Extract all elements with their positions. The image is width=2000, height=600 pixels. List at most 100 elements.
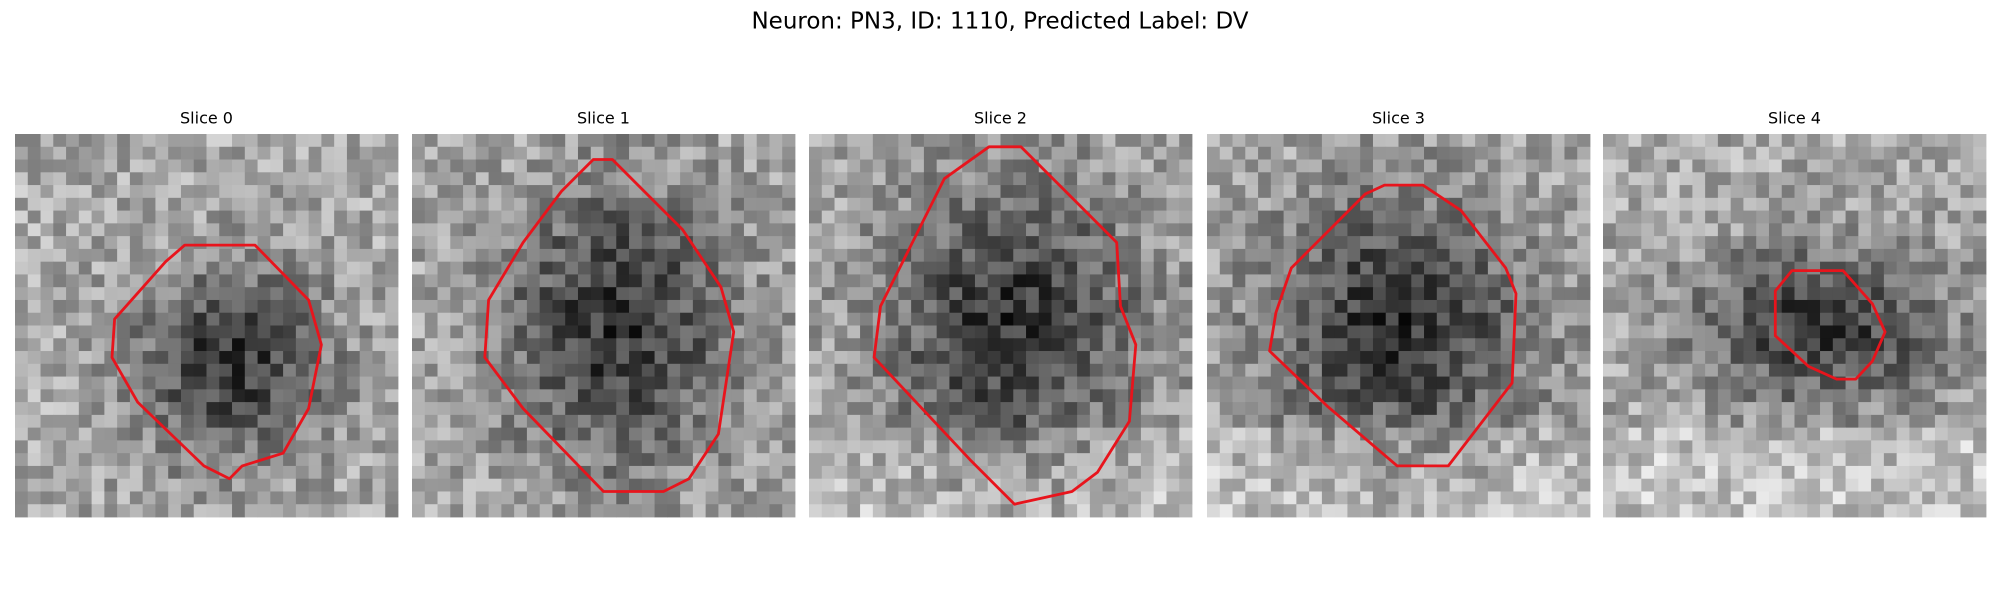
pixel <box>667 261 681 275</box>
pixel <box>641 376 655 390</box>
pixel <box>1628 236 1642 250</box>
pixel <box>1245 274 1259 288</box>
pixel <box>1743 299 1757 314</box>
pixel <box>1717 402 1732 416</box>
pixel <box>1140 134 1155 148</box>
pixel <box>1424 287 1438 301</box>
pixel <box>15 338 29 352</box>
pixel <box>1679 274 1693 288</box>
pixel <box>104 325 118 339</box>
pixel <box>488 402 502 416</box>
pixel <box>1705 414 1719 429</box>
pixel <box>359 478 373 492</box>
pixel <box>475 248 489 263</box>
pixel <box>1743 427 1757 441</box>
pixel <box>1896 491 1910 505</box>
pixel <box>1424 389 1438 403</box>
pixel <box>412 134 426 148</box>
pixel <box>923 159 938 173</box>
pixel <box>1372 312 1387 326</box>
pixel <box>1883 312 1898 326</box>
pixel <box>15 351 29 365</box>
pixel <box>15 491 29 505</box>
pixel <box>743 376 758 390</box>
pixel <box>66 134 80 148</box>
pixel <box>1436 338 1450 352</box>
pixel <box>782 172 796 186</box>
pixel <box>1462 504 1476 518</box>
pixel <box>731 236 745 250</box>
pixel <box>1743 363 1757 377</box>
pixel <box>1692 414 1706 429</box>
pixel <box>1577 363 1591 377</box>
pixel <box>1794 236 1808 250</box>
pixel <box>180 402 195 416</box>
pixel <box>244 248 258 263</box>
pixel <box>1679 363 1693 377</box>
pixel <box>629 248 643 263</box>
pixel <box>769 134 783 148</box>
pixel <box>1538 338 1553 352</box>
pixel <box>1909 261 1923 275</box>
pixel <box>283 504 297 518</box>
pixel <box>180 134 195 148</box>
pixel <box>1960 504 1974 518</box>
pixel <box>834 287 848 301</box>
pixel <box>911 440 925 454</box>
pixel <box>1475 248 1489 263</box>
pixel <box>1372 402 1387 416</box>
pixel <box>1858 491 1872 505</box>
pixel <box>1705 440 1719 454</box>
pixel <box>616 491 630 505</box>
pixel <box>962 363 976 377</box>
pixel <box>1026 376 1040 390</box>
pixel <box>834 504 848 518</box>
pixel <box>514 287 528 301</box>
pixel <box>1743 376 1757 390</box>
pixel <box>1871 274 1885 288</box>
pixel <box>1730 465 1744 480</box>
pixel <box>501 440 515 454</box>
pixel <box>987 185 1001 199</box>
pixel <box>603 325 617 339</box>
pixel <box>680 261 694 275</box>
pixel <box>1166 504 1180 518</box>
pixel <box>552 504 566 518</box>
pixel <box>1845 351 1859 365</box>
pixel <box>654 210 668 224</box>
pixel <box>641 504 655 518</box>
pixel <box>437 236 451 250</box>
pixel <box>565 351 579 365</box>
pixel <box>885 210 899 224</box>
pixel <box>91 363 105 377</box>
pixel <box>718 172 732 186</box>
pixel <box>514 465 528 480</box>
pixel <box>1153 312 1167 326</box>
pixel <box>1487 287 1502 301</box>
pixel <box>1424 159 1438 173</box>
pixel <box>1089 185 1104 199</box>
pixel <box>1730 248 1744 263</box>
pixel <box>1102 185 1116 199</box>
pixel <box>53 159 67 173</box>
pixel <box>501 363 515 377</box>
pixel <box>385 312 399 326</box>
pixel <box>539 312 553 326</box>
pixel <box>1628 159 1642 173</box>
pixel <box>834 146 848 160</box>
pixel <box>731 363 745 377</box>
pixel <box>334 172 348 186</box>
pixel <box>321 197 335 211</box>
pixel <box>692 491 707 505</box>
pixel <box>1334 402 1348 416</box>
pixel <box>718 261 732 275</box>
pixel <box>1781 376 1795 390</box>
pixel <box>321 185 335 199</box>
pixel <box>1896 287 1910 301</box>
pixel <box>565 363 579 377</box>
pixel <box>359 185 373 199</box>
pixel <box>616 440 630 454</box>
pixel <box>1026 363 1040 377</box>
pixel <box>1551 402 1565 416</box>
pixel <box>1487 299 1502 314</box>
